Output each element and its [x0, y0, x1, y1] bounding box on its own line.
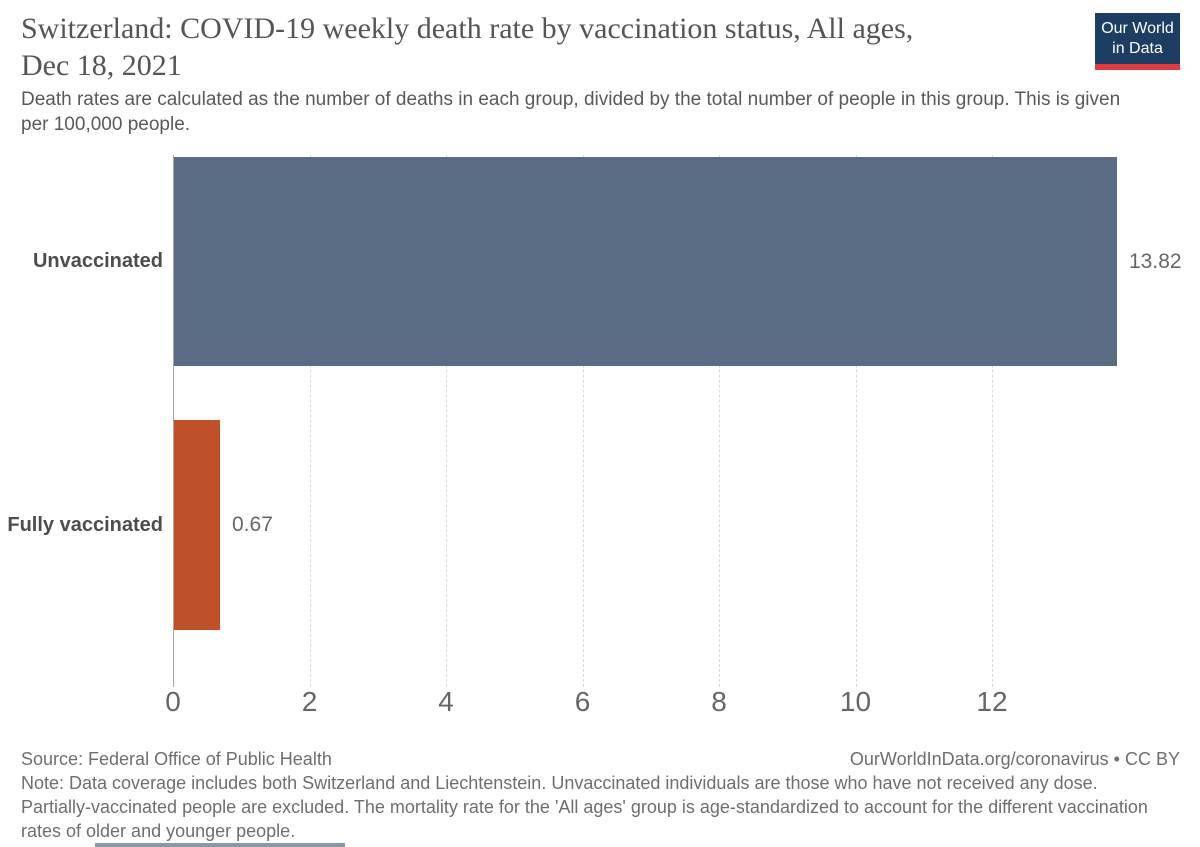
chart-subtitle: Death rates are calculated as the number… — [21, 89, 1121, 135]
note-line-2: Partially-vaccinated people are excluded… — [21, 797, 1148, 817]
x-tick-label: 8 — [711, 686, 727, 717]
note-line-3: rates of older and younger people. — [21, 821, 296, 841]
gridline — [855, 155, 857, 687]
value-label-unvaccinated: 13.82 — [1129, 249, 1182, 273]
attribution-text: OurWorldInData.org/coronavirus • CC BY — [849, 749, 1180, 769]
owid-logo-text-line2: in Data — [1112, 40, 1163, 57]
chart-footer: Source: Federal Office of Public Health … — [21, 747, 1180, 843]
x-tick-label: 12 — [976, 686, 1008, 717]
owid-logo-accent — [1095, 64, 1180, 70]
owid-logo[interactable]: Our World in Data — [1095, 13, 1180, 70]
x-tick-label: 4 — [438, 686, 454, 717]
gridline — [992, 155, 993, 687]
page-title-line2: Dec 18, 2021 — [21, 49, 182, 82]
category-label-unvaccinated: Unvaccinated — [32, 250, 163, 272]
x-tick-label: 6 — [574, 686, 591, 717]
plot-area: 0 2 4 6 8 10 12 — [165, 155, 1008, 717]
x-tick-label: 10 — [839, 686, 872, 717]
note-line-1: Note: Data coverage includes both Switze… — [21, 773, 1098, 793]
gridline — [719, 155, 720, 687]
y-axis-line — [173, 155, 174, 687]
owid-logo-text-line1: Our World — [1101, 20, 1174, 37]
gridline — [582, 155, 584, 687]
x-tick-label: 0 — [165, 686, 181, 717]
bar-unvaccinated[interactable] — [174, 157, 1117, 366]
owid-logo-box: Our World in Data — [1095, 13, 1180, 64]
page-title: Switzerland: COVID-19 weekly death rate … — [21, 10, 1081, 84]
value-label-fully-vaccinated: 0.67 — [232, 513, 273, 536]
gridline — [309, 155, 311, 687]
bar-fully-vaccinated[interactable] — [174, 420, 220, 630]
page-title-line1: Switzerland: COVID-19 weekly death rate … — [21, 12, 914, 45]
x-tick-label: 2 — [301, 686, 318, 717]
category-label-fully-vaccinated: Fully vaccinated — [7, 513, 163, 536]
gridline — [446, 155, 447, 687]
bottom-edge-artifact — [95, 843, 345, 847]
source-text: Source: Federal Office of Public Health — [21, 749, 332, 769]
